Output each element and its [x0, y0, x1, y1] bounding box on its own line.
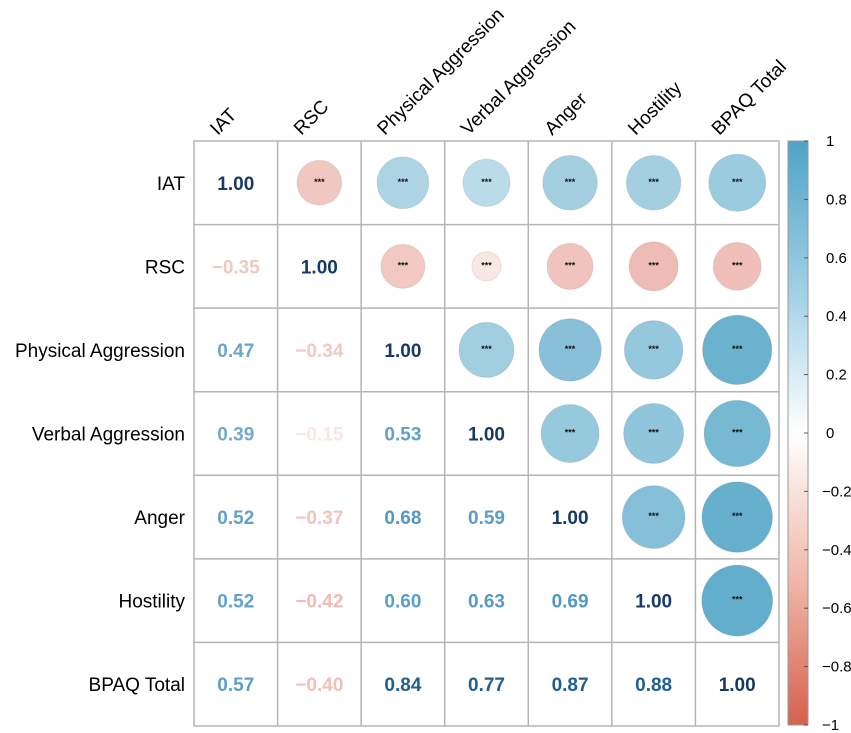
significance-marker: *** — [732, 344, 743, 354]
colorbar-tick-label-0: 1 — [826, 133, 834, 150]
row-label-3: Verbal Aggression — [32, 424, 185, 445]
significance-marker: *** — [732, 511, 743, 521]
corr-circle-2-6 — [702, 314, 773, 386]
row-label-5: Hostility — [118, 592, 185, 613]
corr-circle-2-4 — [538, 318, 602, 382]
colorbar-tick-label-5: 0 — [826, 425, 834, 442]
significance-marker: *** — [481, 260, 492, 270]
corr-circle-4-6 — [701, 481, 773, 553]
corr-value-2-2: 1.00 — [384, 341, 421, 362]
corr-value-6-0: 0.57 — [217, 675, 254, 696]
row-label-4: Anger — [134, 508, 185, 529]
corr-value-5-5: 1.00 — [635, 592, 672, 613]
corr-circle-0-3 — [462, 158, 511, 207]
column-label-4: Anger — [541, 88, 592, 139]
corr-value-6-4: 0.87 — [552, 675, 589, 696]
significance-marker: *** — [398, 177, 409, 187]
corr-value-0-0: 1.00 — [217, 174, 254, 195]
significance-marker: *** — [648, 260, 659, 270]
corr-value-3-2: 0.53 — [384, 424, 421, 445]
significance-marker: *** — [398, 260, 409, 270]
column-label-5: Hostility — [624, 77, 686, 139]
significance-marker: *** — [732, 177, 743, 187]
corr-value-6-2: 0.84 — [384, 675, 421, 696]
corr-circle-0-5 — [625, 155, 682, 211]
row-label-6: BPAQ Total — [89, 675, 185, 696]
significance-marker: *** — [648, 511, 659, 521]
colorbar-tick-label-2: 0.6 — [826, 250, 847, 267]
significance-marker: *** — [565, 177, 576, 187]
corr-value-6-5: 0.88 — [635, 675, 672, 696]
corr-value-6-3: 0.77 — [468, 675, 505, 696]
significance-marker: *** — [314, 177, 325, 187]
column-label-1: RSC — [290, 96, 333, 139]
colorbar-tick-label-4: 0.2 — [826, 367, 847, 384]
colorbar-tick-label-7: −0.4 — [822, 542, 851, 559]
corr-circle-3-6 — [703, 399, 771, 468]
colorbar-tick-label-3: 0.4 — [826, 308, 847, 325]
corr-circle-3-5 — [623, 403, 685, 464]
row-label-1: RSC — [145, 257, 185, 278]
cells: 1.00 *** *** *** *** *** *** −0.35 1.00 *** *** ***… — [212, 153, 774, 696]
corr-value-5-0: 0.52 — [217, 592, 254, 613]
corr-value-4-2: 0.68 — [384, 508, 421, 529]
corr-circle-1-2 — [380, 243, 426, 289]
corr-value-4-4: 1.00 — [552, 508, 589, 529]
corr-circle-1-4 — [546, 242, 594, 290]
corr-value-3-1: −0.15 — [295, 424, 344, 445]
row-label-2: Physical Aggression — [15, 341, 185, 362]
corr-circle-2-3 — [458, 321, 515, 378]
colorbar: 1 0.8 0.6 0.4 0.2 0 −0.2 −0.4 −0.6 −0.8 −1 — [787, 133, 851, 733]
corr-circle-0-4 — [542, 155, 598, 211]
corr-circle-1-3 — [471, 251, 502, 282]
corr-value-4-0: 0.52 — [217, 508, 254, 529]
corr-value-3-3: 1.00 — [468, 424, 505, 445]
corr-value-2-1: −0.34 — [295, 341, 344, 362]
significance-marker: *** — [565, 260, 576, 270]
significance-marker: *** — [648, 427, 659, 437]
corr-circle-1-5 — [628, 241, 679, 292]
corr-value-1-0: −0.35 — [212, 257, 261, 278]
corr-circle-3-4 — [540, 403, 600, 464]
significance-marker: *** — [732, 427, 743, 437]
corr-circle-0-1 — [296, 159, 343, 206]
significance-marker: *** — [648, 344, 659, 354]
significance-marker: *** — [481, 344, 492, 354]
corr-circle-0-6 — [708, 153, 767, 212]
corr-circle-1-6 — [712, 241, 762, 291]
corr-circle-0-2 — [376, 156, 430, 210]
corr-value-5-4: 0.69 — [552, 592, 589, 613]
corr-value-5-2: 0.60 — [384, 592, 421, 613]
significance-marker: *** — [732, 260, 743, 270]
significance-marker: *** — [565, 427, 576, 437]
significance-marker: *** — [481, 177, 492, 187]
significance-marker: *** — [732, 595, 743, 605]
corr-value-3-0: 0.39 — [217, 424, 254, 445]
corr-value-5-1: −0.42 — [295, 592, 343, 613]
colorbar-tick-label-10: −1 — [822, 717, 839, 733]
corr-circle-2-5 — [623, 320, 684, 380]
corr-value-2-0: 0.47 — [217, 341, 254, 362]
colorbar-tick-label-6: −0.2 — [822, 483, 851, 500]
colorbar-tick-label-8: −0.6 — [822, 600, 851, 617]
significance-marker: *** — [648, 177, 659, 187]
corr-value-4-3: 0.59 — [468, 508, 505, 529]
colorbar-tick-label-1: 0.8 — [826, 191, 847, 208]
corr-circle-4-5 — [621, 485, 686, 549]
column-label-0: IAT — [206, 105, 241, 140]
corr-value-1-1: 1.00 — [301, 257, 338, 278]
row-label-0: IAT — [157, 174, 186, 195]
corr-value-6-6: 1.00 — [719, 675, 756, 696]
column-label-6: BPAQ Total — [708, 56, 791, 139]
corr-circle-5-6 — [701, 564, 774, 637]
corr-value-5-3: 0.63 — [468, 592, 505, 613]
corr-value-6-1: −0.40 — [295, 675, 343, 696]
corr-value-4-1: −0.37 — [295, 508, 343, 529]
significance-marker: *** — [565, 344, 576, 354]
row-labels: IAT RSC Physical Aggression Verbal Aggressi… — [15, 174, 186, 696]
colorbar-tick-label-9: −0.8 — [822, 659, 851, 676]
